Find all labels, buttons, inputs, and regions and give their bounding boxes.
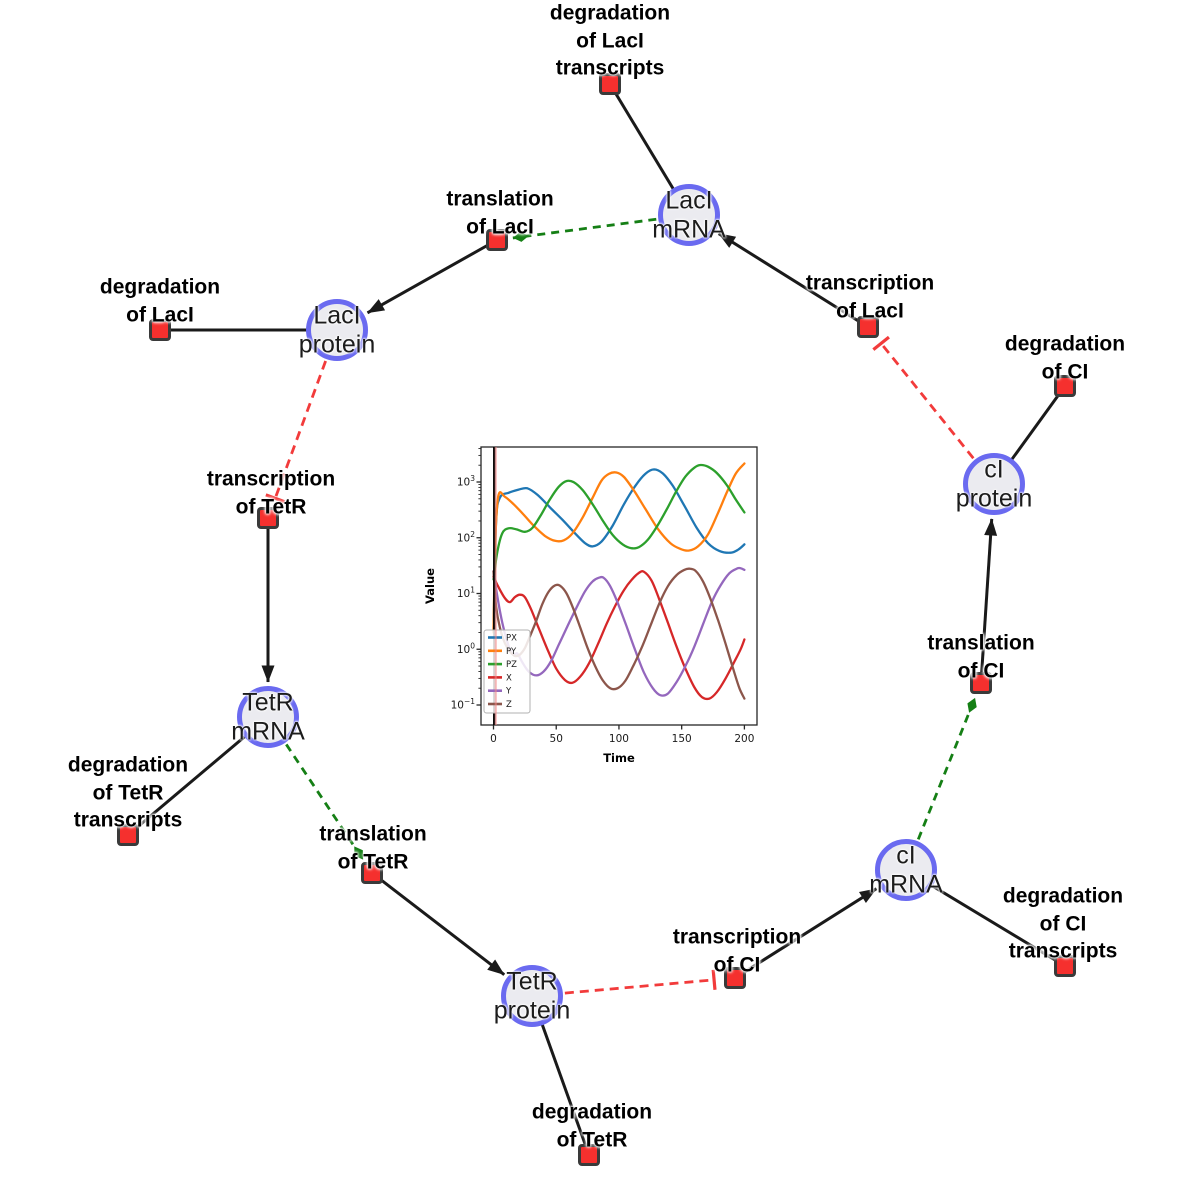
- species-node-tetr-mrna[interactable]: [237, 686, 299, 748]
- y-tick-label: 100: [457, 641, 475, 656]
- edge-ci-protein-tc-laci: [880, 342, 975, 460]
- reaction-node-tc-ci[interactable]: [724, 967, 746, 989]
- reaction-node-tl-laci[interactable]: [486, 229, 508, 251]
- y-tick-label: 101: [457, 586, 475, 601]
- y-tick-label: 103: [457, 474, 475, 489]
- legend-entry-PX: PX: [506, 634, 517, 644]
- reaction-node-deg-laci[interactable]: [149, 319, 171, 341]
- x-tick-label: 200: [734, 733, 754, 745]
- edge-tl-tetr-tetr-protein: [371, 871, 506, 976]
- legend-entry-Y: Y: [505, 687, 512, 697]
- species-node-ci-protein[interactable]: [963, 453, 1025, 515]
- x-tick-label: 150: [672, 733, 692, 745]
- legend: PX PY PZ XYZ: [483, 629, 531, 714]
- edge-tl-ci-ci-protein: [979, 518, 998, 684]
- edge-tetr-mrna-tl-tetr: [285, 743, 365, 861]
- y-tick-label: 102: [457, 530, 475, 545]
- species-node-ci-mrna[interactable]: [875, 839, 937, 901]
- time-series-plot: 0 50 100 150 20010−1100101102103TimeValuePXP…: [423, 446, 758, 765]
- species-node-tetr-protein[interactable]: [501, 965, 563, 1027]
- reaction-node-tc-tetr[interactable]: [257, 507, 279, 529]
- species-node-laci-protein[interactable]: [306, 299, 368, 361]
- inhibition-tbar-tc-ci: [711, 969, 717, 990]
- series-X: [492, 570, 746, 701]
- x-tick-label: 0: [490, 733, 497, 745]
- reaction-node-tl-tetr[interactable]: [361, 862, 383, 884]
- y-tick-label: 10−1: [451, 697, 476, 712]
- edge-laci-mrna-tl-laci: [512, 217, 657, 242]
- x-tick-label: 50: [550, 733, 563, 745]
- reaction-node-deg-tetr[interactable]: [578, 1144, 600, 1166]
- legend-entry-X: X: [506, 673, 512, 683]
- edge-tc-laci-laci-mrna: [717, 232, 869, 329]
- legend-entry-PY: PY: [506, 647, 517, 657]
- series-PY: [492, 462, 746, 634]
- reaction-node-deg-ci-tx[interactable]: [1054, 955, 1076, 977]
- species-node-laci-mrna[interactable]: [658, 184, 720, 246]
- legend-entry-PZ: PZ: [506, 660, 517, 670]
- edge-laci-protein-tc-tetr: [273, 360, 327, 499]
- edge-tl-laci-laci-protein: [366, 238, 498, 315]
- x-axis-label: Time: [603, 751, 635, 765]
- reaction-node-tc-laci[interactable]: [857, 316, 879, 338]
- reaction-node-tl-ci[interactable]: [970, 672, 992, 694]
- edge-ci-mrna-tl-ci: [916, 697, 977, 840]
- legend-entry-Z: Z: [506, 700, 512, 710]
- x-tick-label: 100: [609, 733, 629, 745]
- inhibition-tbar-tc-laci: [872, 335, 890, 351]
- reaction-node-deg-laci-tx[interactable]: [599, 73, 621, 95]
- series-PZ: [492, 463, 746, 581]
- y-axis-label: Value: [423, 568, 437, 604]
- edge-tc-ci-ci-mrna: [734, 887, 878, 980]
- edge-tetr-protein-tc-ci: [564, 978, 715, 995]
- reaction-node-deg-ci[interactable]: [1054, 375, 1076, 397]
- reaction-node-deg-tetr-tx[interactable]: [117, 824, 139, 846]
- inhibition-tbar-tc-tetr: [265, 493, 286, 504]
